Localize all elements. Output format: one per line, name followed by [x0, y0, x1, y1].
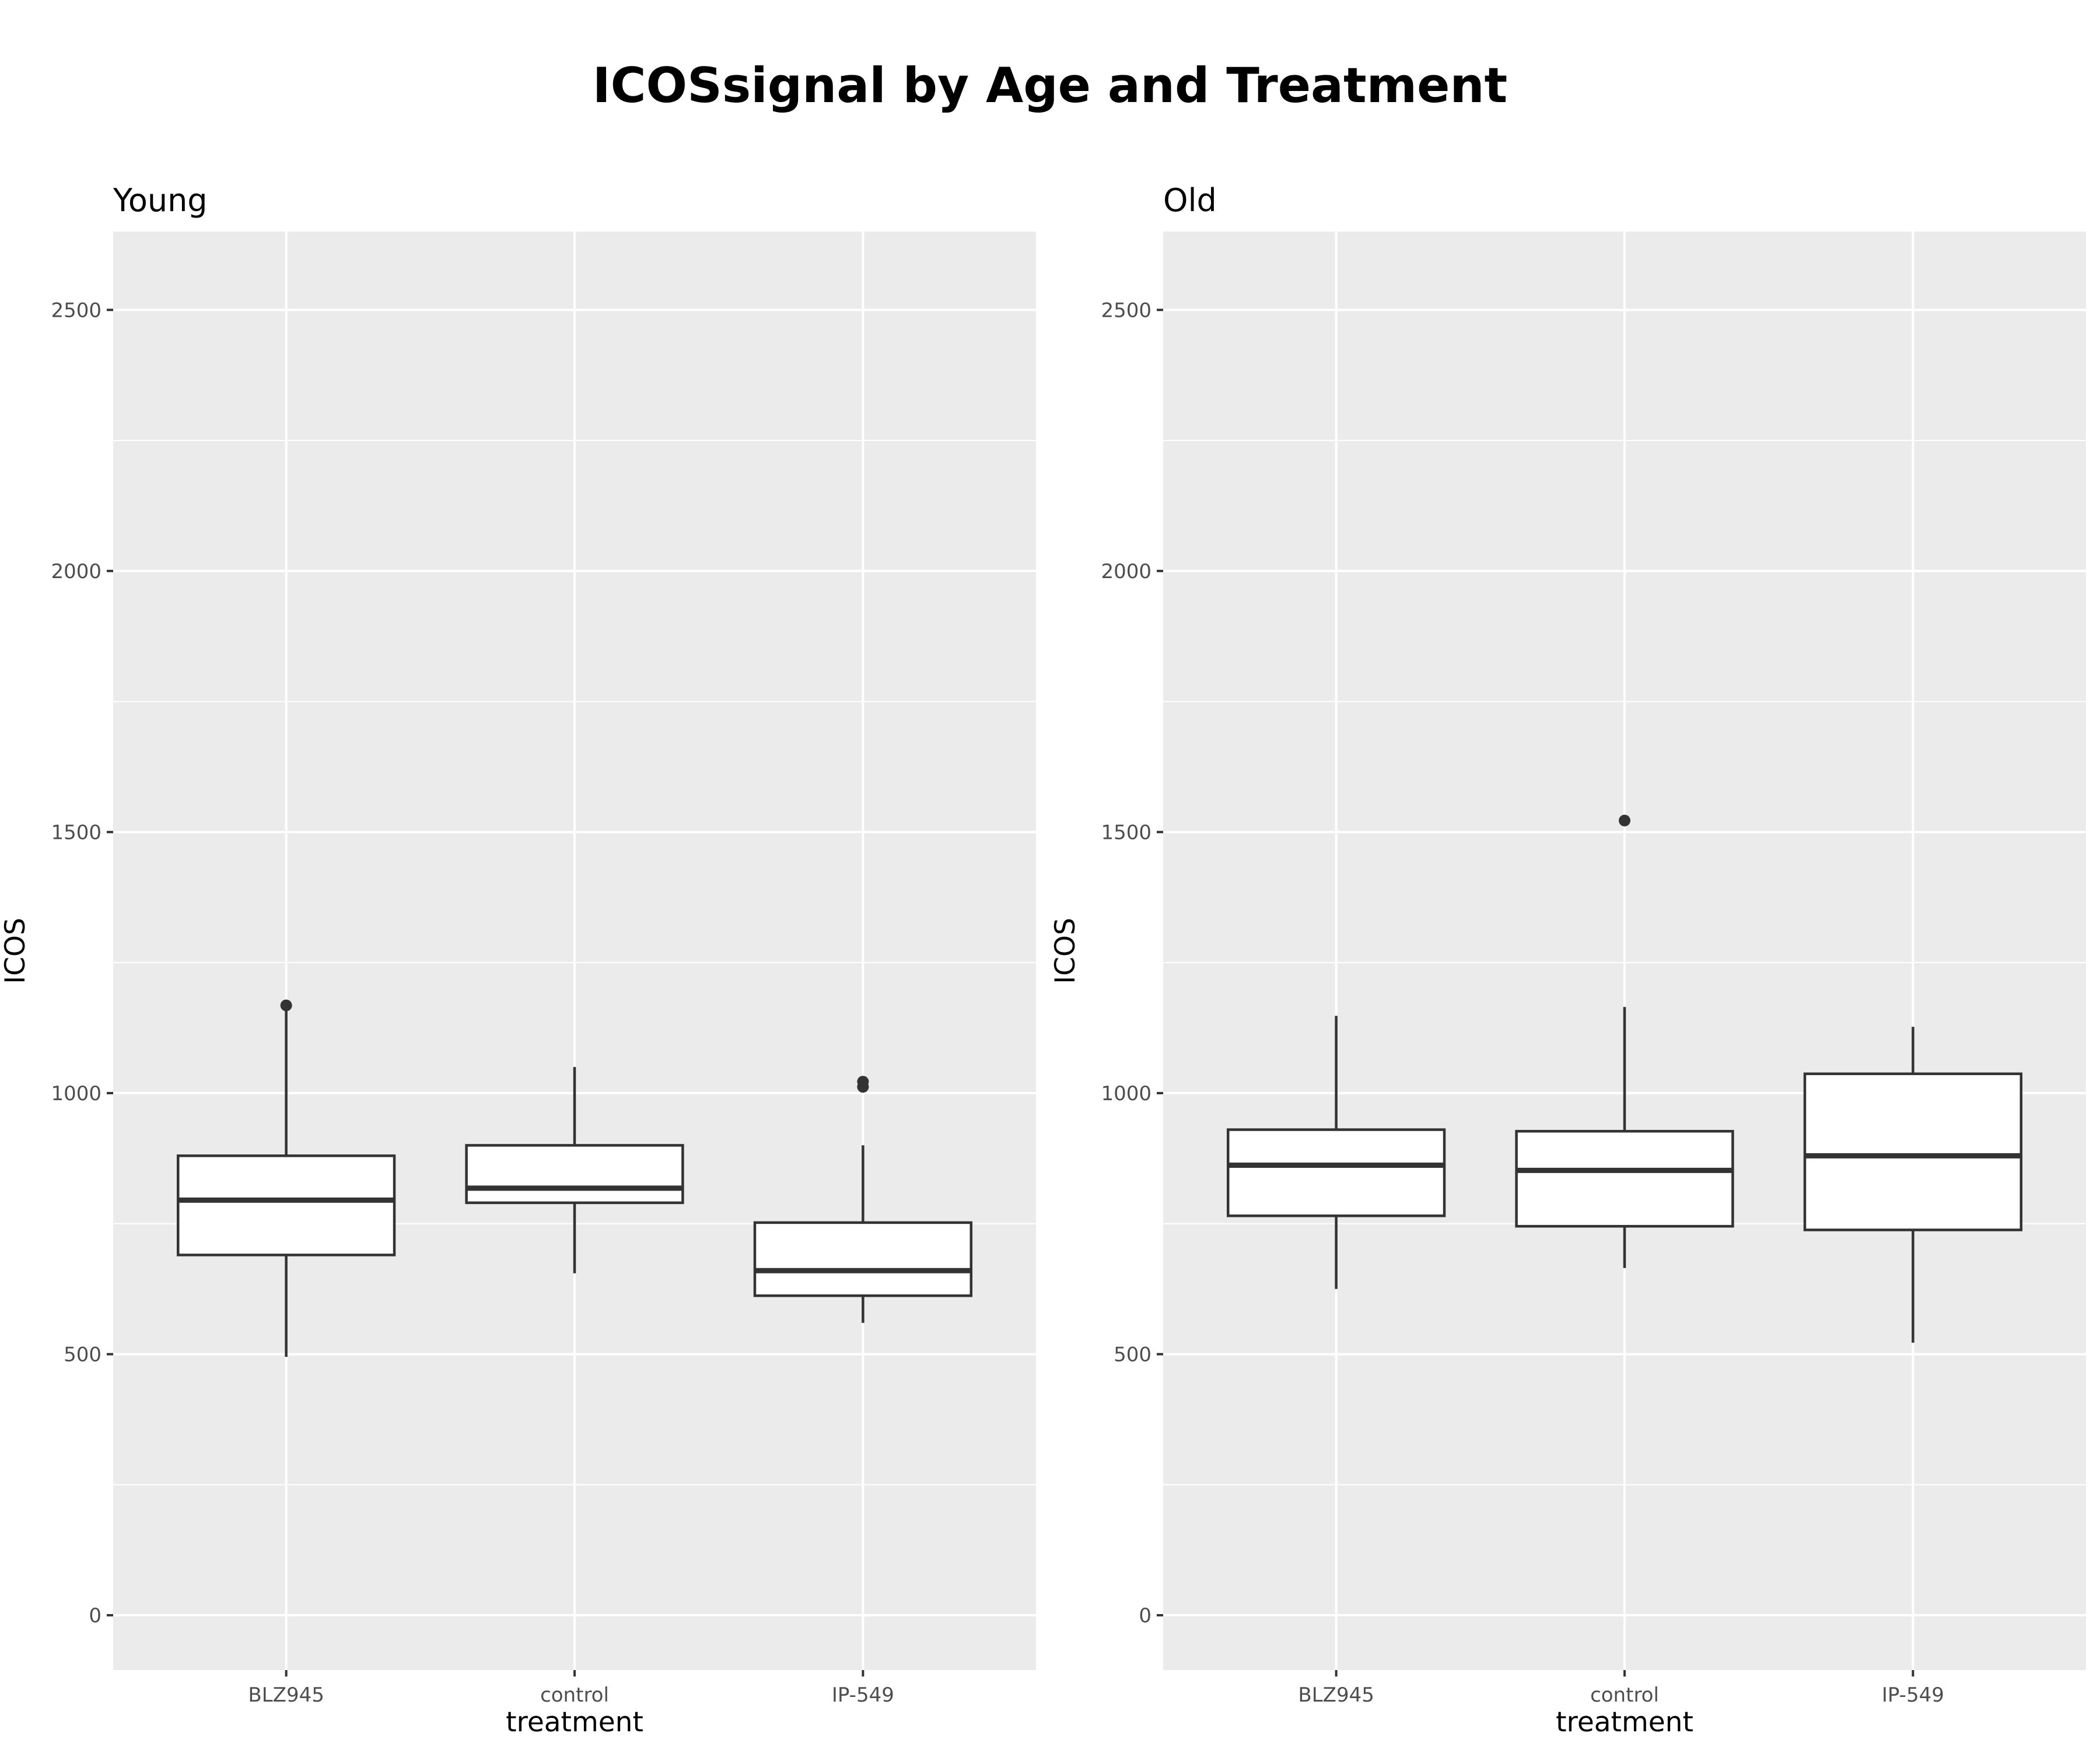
y-tick-label: 0: [89, 1604, 102, 1628]
box-iqr: [753, 1221, 973, 1297]
y-tick-label: 2500: [51, 299, 102, 322]
x-axis-title: treatment: [1556, 1706, 1693, 1738]
y-axis-title: ICOS: [0, 918, 32, 984]
x-tick-label: BLZ945: [248, 1684, 324, 1707]
box-iqr: [176, 1154, 396, 1256]
y-tick-label: 2500: [1101, 299, 1152, 322]
y-tick-label: 2000: [1101, 560, 1152, 583]
x-tick-label: IP-549: [832, 1684, 894, 1707]
panel-young: 0 500 1000 1500 2000 2500 BLZ945 control IP-549 Y…: [0, 182, 1036, 1738]
y-tick-label: 1000: [1101, 1082, 1152, 1105]
y-tick-label: 0: [1139, 1604, 1152, 1628]
y-tick-label: 1000: [51, 1082, 102, 1105]
y-tick-label: 2000: [51, 560, 102, 583]
boxplot-blz945: [1226, 1016, 1446, 1289]
boxplot-control: [1515, 814, 1734, 1268]
x-axis-title: treatment: [506, 1706, 643, 1738]
box-iqr: [465, 1144, 684, 1205]
panel-old: 0 500 1000 1500 2000 2500 BLZ945 control IP-549 O…: [1049, 182, 2086, 1738]
y-tick-label: 500: [1114, 1343, 1152, 1366]
y-tick-label: 500: [64, 1343, 102, 1366]
x-tick-label: control: [540, 1684, 609, 1707]
x-tick-label: IP-549: [1882, 1684, 1944, 1707]
boxplot-ip-549: [1803, 1027, 2023, 1343]
y-tick-label: 1500: [1101, 821, 1152, 844]
boxplot-control: [465, 1067, 684, 1273]
boxplot-ip-549: [753, 1076, 973, 1323]
panel-title: Old: [1163, 182, 1217, 219]
panel-title: Young: [113, 182, 208, 219]
box-iqr: [1226, 1128, 1446, 1217]
x-tick-label: control: [1590, 1684, 1659, 1707]
boxplot-blz945: [176, 999, 396, 1357]
box-iqr: [1515, 1130, 1734, 1228]
y-tick-label: 1500: [51, 821, 102, 844]
outlier-point: [280, 999, 292, 1012]
chart-title: ICOSsignal by Age and Treatment: [593, 57, 1507, 114]
x-tick-label: BLZ945: [1298, 1684, 1374, 1707]
y-axis-title: ICOS: [1049, 918, 1082, 984]
outlier-point: [1619, 814, 1630, 827]
box-iqr: [1803, 1072, 2023, 1231]
outlier-point: [857, 1076, 869, 1088]
